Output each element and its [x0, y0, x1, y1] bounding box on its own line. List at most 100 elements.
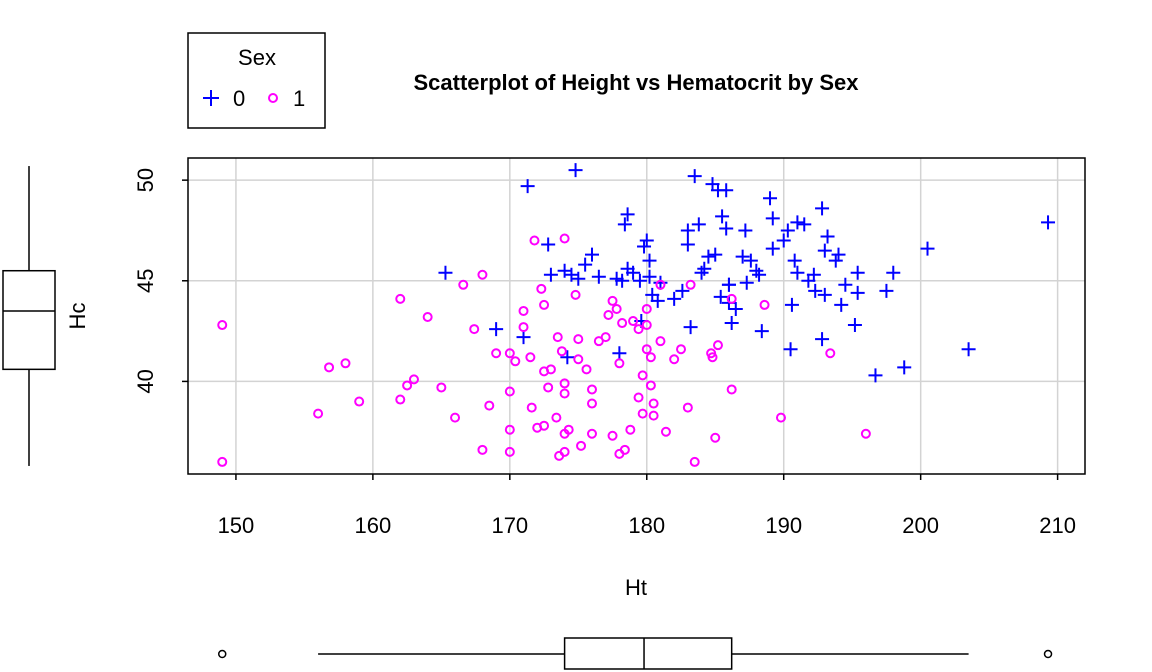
data-point-series-1 [450, 412, 461, 423]
legend-label-series-0: 0 [233, 86, 245, 111]
x-tick-label: 190 [765, 513, 802, 538]
data-point-series-1 [628, 316, 639, 327]
data-point-series-0 [650, 293, 665, 308]
data-point-series-0 [520, 179, 535, 194]
data-point-series-0 [765, 241, 780, 256]
data-point-series-1 [551, 412, 562, 423]
data-point-series-0 [784, 297, 799, 312]
data-point-series-1 [536, 283, 547, 294]
y-axis: 40 45 50 [133, 168, 188, 394]
data-point-series-0 [776, 233, 791, 248]
data-point-series-1 [689, 456, 700, 467]
grid [188, 158, 1085, 474]
data-point-series-1 [395, 293, 406, 304]
data-point-series-0 [578, 257, 593, 272]
data-point-series-0 [708, 247, 723, 262]
data-point-series-1 [607, 430, 618, 441]
data-point-series-1 [539, 299, 550, 310]
y-marginal-boxplot [2, 166, 56, 466]
data-point-series-0 [719, 183, 734, 198]
data-point-series-1 [648, 410, 659, 421]
data-point-series-1 [712, 340, 723, 351]
data-point-series-0 [691, 217, 706, 232]
data-point-series-1 [217, 320, 228, 331]
data-point-series-1 [825, 348, 836, 359]
data-point-series-1 [586, 398, 597, 409]
data-point-series-0 [683, 320, 698, 335]
data-point-series-0 [591, 269, 606, 284]
data-point-series-1 [504, 386, 515, 397]
data-point-series-0 [850, 265, 865, 280]
data-points [217, 163, 1056, 467]
data-point-series-1 [354, 396, 365, 407]
data-point-series-0 [815, 332, 830, 347]
data-point-series-1 [518, 305, 529, 316]
data-point-series-0 [713, 289, 728, 304]
y-boxplot-box [2, 269, 56, 371]
x-tick-label: 210 [1039, 513, 1076, 538]
data-point-series-0 [584, 247, 599, 262]
data-point-series-0 [828, 253, 843, 268]
data-point-series-0 [642, 253, 657, 268]
data-point-series-0 [617, 217, 632, 232]
data-point-series-0 [543, 267, 558, 282]
data-point-series-1 [641, 320, 652, 331]
data-point-series-0 [697, 261, 712, 276]
data-point-series-0 [571, 271, 586, 286]
data-point-series-0 [715, 209, 730, 224]
legend-title: Sex [238, 45, 276, 70]
data-point-series-0 [815, 201, 830, 216]
data-point-series-0 [790, 215, 805, 230]
data-point-series-0 [847, 318, 862, 333]
legend: Sex 0 1 [187, 32, 326, 129]
data-point-series-0 [920, 241, 935, 256]
data-point-series-0 [721, 277, 736, 292]
data-point-series-0 [438, 265, 453, 280]
data-point-series-1 [759, 299, 770, 310]
data-point-series-1 [556, 346, 567, 357]
data-point-series-1 [611, 303, 622, 314]
data-point-series-0 [897, 360, 912, 375]
data-point-series-0 [728, 301, 743, 316]
data-point-series-1 [504, 348, 515, 359]
data-point-series-0 [675, 283, 690, 298]
data-point-series-1 [707, 352, 718, 363]
data-point-series-1 [559, 388, 570, 399]
y-tick-label: 50 [133, 168, 158, 192]
data-point-series-1 [607, 295, 618, 306]
data-point-series-1 [484, 400, 495, 411]
x-axis-label: Ht [625, 575, 647, 600]
data-point-series-0 [701, 249, 716, 264]
legend-label-series-1: 1 [293, 86, 305, 111]
data-point-series-1 [469, 324, 480, 335]
data-point-series-1 [395, 394, 406, 405]
data-point-series-1 [573, 334, 584, 345]
data-point-series-1 [633, 324, 644, 335]
data-point-series-0 [797, 217, 812, 232]
data-point-series-0 [763, 191, 778, 206]
data-point-series-0 [834, 297, 849, 312]
data-point-series-1 [637, 408, 648, 419]
data-point-series-1 [559, 233, 570, 244]
data-point-series-0 [612, 346, 627, 361]
data-point-series-0 [790, 265, 805, 280]
data-point-series-0 [817, 243, 832, 258]
data-point-series-1 [573, 354, 584, 365]
data-point-series-0 [787, 253, 802, 268]
data-point-series-1 [518, 322, 529, 333]
data-point-series-0 [739, 275, 754, 290]
data-point-series-1 [504, 424, 515, 435]
data-point-series-1 [685, 279, 696, 290]
data-point-series-0 [719, 221, 734, 236]
data-point-series-0 [735, 249, 750, 264]
data-point-series-1 [324, 362, 335, 373]
data-point-series-0 [765, 211, 780, 226]
data-point-series-0 [850, 285, 865, 300]
data-point-series-1 [603, 309, 614, 320]
y-axis-label: Hc [65, 303, 90, 330]
data-point-series-1 [526, 402, 537, 413]
data-point-series-0 [806, 267, 821, 282]
data-point-series-0 [639, 233, 654, 248]
data-point-series-1 [477, 269, 488, 280]
